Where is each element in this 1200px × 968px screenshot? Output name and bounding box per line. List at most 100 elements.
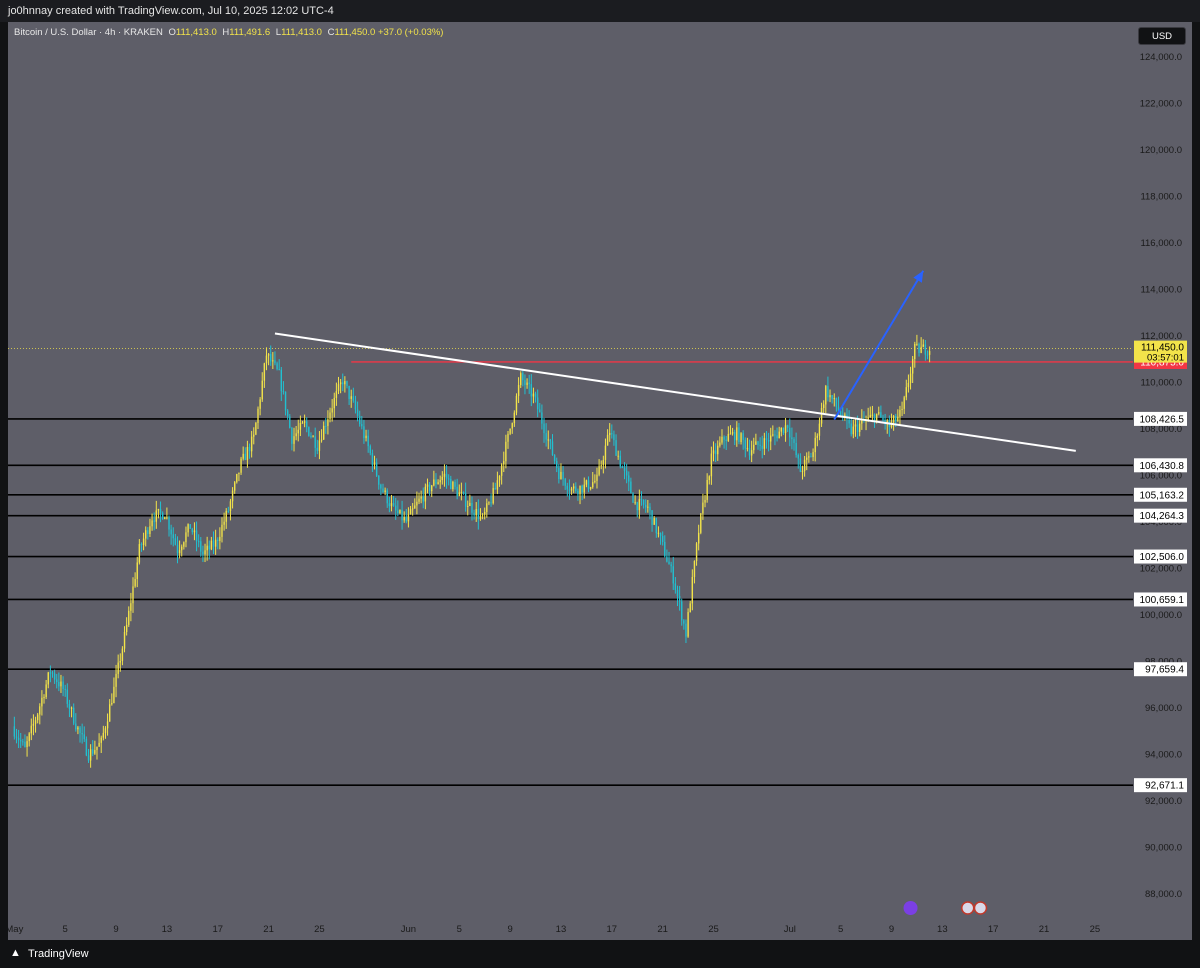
level-price-tag-bg — [1134, 458, 1187, 473]
candle-body — [441, 476, 444, 481]
candle-body — [873, 414, 876, 423]
candle-body — [217, 539, 219, 541]
candle-body — [500, 464, 503, 476]
candle-body — [310, 435, 312, 437]
candle-body — [566, 485, 569, 490]
candle-body — [418, 498, 420, 502]
candle-body — [289, 416, 291, 428]
chart-attribution: jo0hnnay created with TradingView.com, J… — [0, 0, 1200, 22]
level-price-tag-bg — [1134, 592, 1187, 607]
candle-body — [121, 648, 124, 661]
candle-body — [829, 395, 831, 398]
candle-body — [263, 363, 266, 381]
candle-body — [541, 412, 543, 424]
currency-button[interactable]: USD — [1138, 27, 1186, 45]
level-price-tag: 106,430.8 — [1140, 461, 1185, 472]
candle-body — [670, 564, 672, 567]
candle-body — [878, 412, 880, 414]
candle-body — [729, 433, 732, 435]
candle-body — [231, 490, 234, 502]
candle-body — [66, 689, 69, 704]
candle-body — [642, 499, 645, 505]
candle-body — [397, 510, 399, 514]
candle-body — [808, 456, 810, 458]
candle-body — [276, 363, 278, 370]
candle-body — [13, 726, 16, 737]
close-value: 111,450.0 — [334, 27, 376, 38]
candle-body — [282, 391, 285, 393]
candle-body — [719, 442, 721, 446]
projection-arrow-line — [833, 270, 925, 421]
candle-body — [291, 427, 293, 444]
tradingview-brand[interactable]: TradingView — [28, 948, 89, 960]
candle-body — [142, 538, 145, 545]
y-tick-label: 102,000.0 — [1140, 563, 1182, 574]
candle-body — [380, 484, 382, 489]
candle-body — [907, 382, 910, 388]
candle-body — [306, 421, 308, 428]
candle-body — [104, 728, 107, 733]
candle-body — [202, 551, 204, 555]
candle-body — [312, 436, 314, 438]
candle-body — [473, 512, 475, 516]
candle-body — [79, 727, 81, 733]
candle-body — [409, 509, 412, 515]
candle-body — [115, 673, 117, 687]
candle-body — [710, 453, 713, 477]
candle-body — [748, 448, 751, 456]
candle-body — [333, 397, 335, 409]
level-price-tag: 105,163.2 — [1140, 490, 1185, 501]
candle-body — [153, 520, 155, 522]
candle-body — [70, 707, 73, 709]
x-tick-label: 9 — [113, 924, 118, 935]
candle-body — [708, 476, 710, 480]
candle-body — [187, 524, 189, 533]
candle-body — [496, 480, 499, 490]
candle-body — [221, 524, 223, 537]
candle-body — [335, 391, 338, 398]
economic-event-icon — [973, 901, 988, 915]
candle-body — [280, 369, 283, 392]
resistance-price-tag: 110,875.0 — [1140, 357, 1184, 368]
candle-body — [606, 434, 609, 446]
candle-body — [460, 492, 463, 494]
candle-body — [303, 421, 306, 423]
countdown-tag: 03:57:01 — [1147, 353, 1184, 364]
candle-body — [837, 406, 840, 411]
chart-area[interactable]: 88,000.0 90,000.0 92,000.0 94,000.0 96,000.0… — [8, 22, 1192, 940]
candle-body — [236, 473, 238, 483]
candle-body — [361, 424, 363, 427]
candle-body — [543, 423, 545, 434]
candle-body — [714, 450, 717, 455]
candle-body — [462, 492, 465, 494]
candle-body — [905, 387, 908, 398]
candle-body — [388, 503, 391, 507]
candle-body — [62, 681, 64, 689]
candle-body — [598, 466, 600, 475]
price-chart[interactable]: 88,000.0 90,000.0 92,000.0 94,000.0 96,000.0… — [8, 22, 1192, 940]
candle-body — [693, 561, 696, 578]
candle-body — [405, 517, 408, 522]
candle-body — [623, 467, 626, 471]
candle-body — [899, 409, 901, 417]
candle-body — [43, 697, 45, 699]
candle-body — [172, 534, 174, 539]
candle-body — [132, 586, 134, 604]
open-label: O — [168, 27, 176, 38]
candle-body — [299, 423, 302, 430]
time-axis — [8, 917, 1192, 940]
candle-body — [767, 439, 770, 442]
candle-body — [596, 474, 598, 481]
candle-body — [678, 595, 681, 602]
x-tick-label: 13 — [162, 924, 173, 935]
candle-body — [539, 409, 541, 413]
y-tick-label: 96,000.0 — [1145, 703, 1182, 714]
x-tick-label: 25 — [1090, 924, 1101, 935]
candle-body — [697, 532, 700, 544]
candle-body — [803, 459, 806, 471]
candle-body — [483, 511, 486, 515]
y-tick-label: 98,000.0 — [1145, 656, 1182, 667]
tradingview-logo-icon[interactable]: ▲ — [10, 947, 21, 959]
candle-body — [683, 620, 685, 624]
candle-body — [486, 503, 488, 512]
